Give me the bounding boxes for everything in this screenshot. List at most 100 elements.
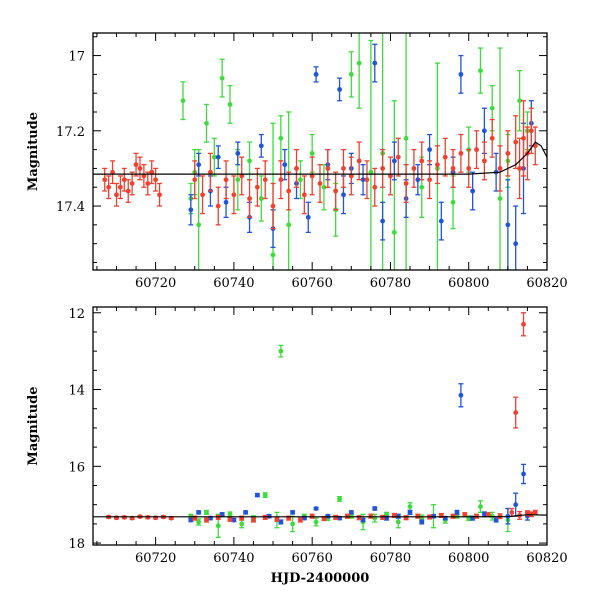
- data-point-green: [270, 122, 276, 270]
- data-point-red: [223, 160, 229, 200]
- data-point-red: [204, 517, 209, 523]
- data-point-green: [278, 344, 284, 358]
- data-point-red: [141, 164, 147, 188]
- y-tick-label: 12: [68, 307, 85, 322]
- marker: [227, 511, 233, 517]
- marker: [337, 87, 342, 92]
- marker: [141, 173, 147, 179]
- data-point-green: [313, 517, 319, 527]
- data-point-red: [317, 164, 323, 203]
- marker: [493, 517, 499, 523]
- data-point-red: [513, 115, 519, 170]
- data-point-blue: [391, 141, 397, 181]
- marker: [419, 519, 425, 525]
- data-point-red: [113, 182, 119, 207]
- data-point-green: [219, 58, 225, 98]
- data-point-green: [278, 115, 284, 162]
- marker: [466, 166, 472, 171]
- data-point-blue: [470, 171, 476, 211]
- marker: [188, 207, 194, 213]
- marker: [290, 509, 296, 515]
- data-point-blue: [380, 201, 386, 241]
- top-panel-light-curve: 60720 60740 60760 60780 60800 60820 17 17.2 17.4…: [26, 32, 568, 291]
- marker: [251, 517, 256, 523]
- data-point-red: [102, 167, 108, 192]
- data-point-red: [117, 175, 123, 200]
- marker: [204, 509, 209, 515]
- series-green: [188, 344, 511, 538]
- y-tick-label: 17.4: [56, 200, 85, 215]
- marker: [196, 162, 202, 168]
- marker: [125, 188, 131, 194]
- marker: [348, 173, 354, 179]
- marker: [313, 506, 319, 511]
- data-point-red: [149, 160, 155, 185]
- marker: [294, 166, 299, 171]
- data-point-green: [391, 100, 397, 270]
- marker: [231, 192, 237, 198]
- marker: [235, 177, 241, 183]
- marker: [180, 98, 186, 104]
- x-tick-label: 60820: [526, 551, 567, 566]
- marker: [478, 504, 483, 510]
- marker: [481, 128, 487, 134]
- data-point-blue: [438, 201, 444, 241]
- data-point-red: [200, 175, 206, 215]
- marker: [258, 143, 264, 149]
- bottom-panel-light-curve: 60720 60740 60760 60780 60800 60820 12 14 16 18 Ma…: [26, 306, 568, 586]
- marker: [211, 154, 217, 160]
- marker: [243, 509, 249, 515]
- series-blue: [188, 43, 534, 270]
- data-point-green: [180, 81, 186, 121]
- plot-area: [93, 33, 547, 270]
- marker: [403, 181, 409, 186]
- marker: [286, 188, 292, 194]
- data-point-blue: [521, 463, 527, 485]
- marker: [208, 169, 213, 175]
- data-point-blue: [415, 164, 421, 196]
- data-point-green: [227, 511, 233, 518]
- marker: [278, 135, 284, 141]
- data-point-green: [348, 51, 354, 98]
- data-point-blue: [290, 509, 296, 515]
- data-point-blue: [513, 205, 519, 270]
- data-point-red: [411, 148, 417, 188]
- data-point-red: [274, 516, 280, 522]
- data-point-blue: [360, 164, 366, 196]
- data-point-red: [442, 137, 448, 177]
- marker: [481, 158, 487, 164]
- marker: [372, 60, 378, 66]
- data-point-red: [517, 137, 523, 200]
- marker: [485, 512, 491, 518]
- data-point-red: [380, 148, 386, 188]
- marker: [360, 177, 366, 183]
- data-point-blue: [419, 519, 425, 525]
- data-point-green: [204, 103, 209, 143]
- marker: [356, 158, 362, 164]
- marker: [270, 203, 276, 209]
- data-point-green: [258, 175, 264, 222]
- x-tick-label: 60780: [370, 276, 411, 291]
- marker: [200, 192, 205, 198]
- data-point-red: [532, 126, 538, 166]
- marker: [521, 321, 526, 327]
- data-point-red: [458, 133, 464, 173]
- marker: [102, 177, 108, 183]
- data-point-green: [337, 495, 343, 502]
- marker: [129, 181, 135, 186]
- data-point-red: [301, 175, 307, 215]
- marker: [419, 158, 425, 164]
- data-point-green: [239, 519, 245, 529]
- marker: [254, 492, 260, 498]
- marker: [368, 169, 374, 175]
- marker: [106, 184, 112, 190]
- data-point-red: [270, 182, 276, 230]
- data-point-red: [364, 160, 370, 200]
- marker: [513, 410, 519, 415]
- marker: [364, 177, 370, 183]
- data-point-red: [297, 517, 303, 523]
- data-point-red: [509, 507, 515, 517]
- data-point-blue: [258, 133, 264, 158]
- marker: [505, 150, 511, 156]
- marker: [290, 521, 296, 527]
